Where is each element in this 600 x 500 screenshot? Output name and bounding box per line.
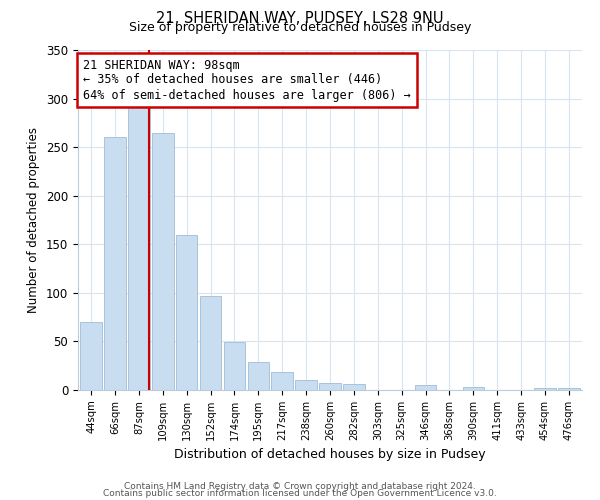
Bar bbox=[248, 362, 269, 390]
Bar bbox=[271, 372, 293, 390]
Bar bbox=[343, 384, 365, 390]
Bar bbox=[80, 322, 102, 390]
Text: 21 SHERIDAN WAY: 98sqm
← 35% of detached houses are smaller (446)
64% of semi-de: 21 SHERIDAN WAY: 98sqm ← 35% of detached… bbox=[83, 58, 411, 102]
Bar bbox=[128, 106, 149, 390]
Bar bbox=[224, 342, 245, 390]
Bar bbox=[534, 388, 556, 390]
Y-axis label: Number of detached properties: Number of detached properties bbox=[28, 127, 40, 313]
Bar bbox=[152, 132, 173, 390]
Bar bbox=[558, 388, 580, 390]
Text: 21, SHERIDAN WAY, PUDSEY, LS28 9NU: 21, SHERIDAN WAY, PUDSEY, LS28 9NU bbox=[156, 11, 444, 26]
Bar bbox=[415, 385, 436, 390]
Text: Size of property relative to detached houses in Pudsey: Size of property relative to detached ho… bbox=[129, 22, 471, 35]
Bar bbox=[295, 380, 317, 390]
Text: Contains public sector information licensed under the Open Government Licence v3: Contains public sector information licen… bbox=[103, 489, 497, 498]
Bar bbox=[463, 387, 484, 390]
Bar bbox=[319, 383, 341, 390]
Bar bbox=[104, 138, 126, 390]
Bar bbox=[176, 234, 197, 390]
Bar bbox=[200, 296, 221, 390]
X-axis label: Distribution of detached houses by size in Pudsey: Distribution of detached houses by size … bbox=[174, 448, 486, 462]
Text: Contains HM Land Registry data © Crown copyright and database right 2024.: Contains HM Land Registry data © Crown c… bbox=[124, 482, 476, 491]
